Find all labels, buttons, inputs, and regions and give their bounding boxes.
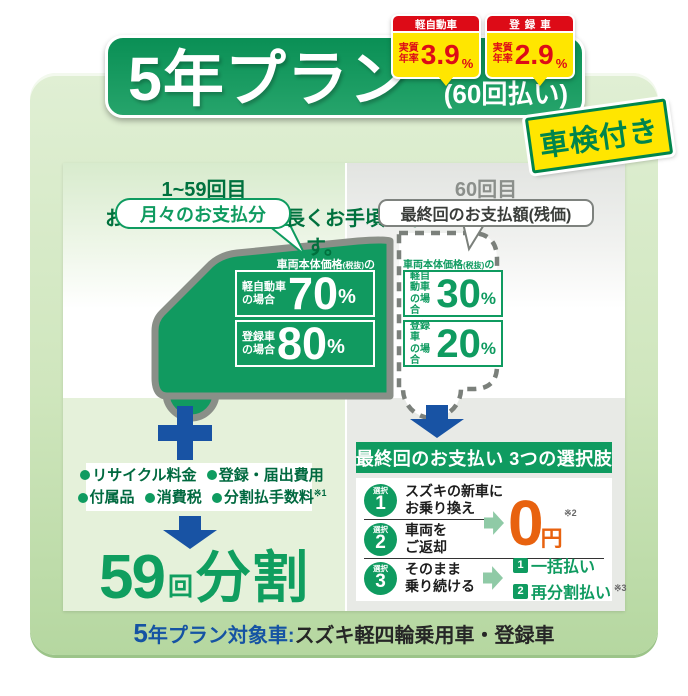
rate-label: 実質 年率 xyxy=(492,43,513,65)
rate-badge-kei-body: 実質 年率 3.9 % xyxy=(393,33,479,77)
rate-badge-registered: 登録車 実質 年率 2.9 % xyxy=(487,16,573,86)
badge-tail xyxy=(437,76,454,86)
continue-result-1: 1 一括払い xyxy=(513,553,627,577)
car-body xyxy=(151,236,394,400)
choice-1-badge: 選択 1 xyxy=(364,483,397,517)
monthly-price-note: 車両本体価格(税抜)の xyxy=(276,259,375,271)
fee-list: リサイクル料金 登録・届出費用 付属品 消費税 分割払手数料※1 xyxy=(77,463,326,511)
final-period: 60回目 xyxy=(454,179,518,201)
bullet-icon xyxy=(77,492,88,503)
choices-box: 選択 1 スズキの新車に お乗り換え 選択 2 車両を xyxy=(356,478,627,602)
zero-yen-value: 0 円 ※2 xyxy=(508,486,577,559)
rate-value: 3.9 xyxy=(420,39,460,70)
choice-2-badge: 選択 2 xyxy=(364,522,397,556)
bullet-icon xyxy=(211,492,222,503)
final-price-note: 車両本体価格(税抜)の xyxy=(403,260,495,271)
installments-count: (60回払い) xyxy=(443,79,568,109)
divider xyxy=(364,519,484,520)
rate-label: 実質 年率 xyxy=(398,43,419,65)
right-arrow-icon xyxy=(484,511,504,535)
zero-yen-result: 0 円 ※2 xyxy=(484,483,610,563)
final-registered-percent: 登録車 の場合 20 % xyxy=(403,320,503,367)
monthly-bubble: 月々のお支払分 xyxy=(115,198,291,229)
choice-1-text: スズキの新車に お乗り換え xyxy=(405,482,503,517)
final-bubble: 最終回のお支払額(残価) xyxy=(378,199,594,227)
choice-2-text: 車両を ご返却 xyxy=(405,521,447,556)
rate-badge-kei-category: 軽自動車 xyxy=(393,16,479,33)
monthly-kei-percent: 軽自動車 の場合 70 % xyxy=(235,270,375,317)
rate-badge-kei: 軽自動車 実質 年率 3.9 % xyxy=(393,16,479,86)
down-arrow-icon xyxy=(163,516,217,549)
monthly-registered-percent: 登録車 の場合 80 % xyxy=(235,320,375,367)
rate-badge-registered-category: 登録車 xyxy=(487,16,573,33)
rate-value: 2.9 xyxy=(514,39,554,70)
choice-3-text: そのまま 乗り続ける xyxy=(405,560,475,595)
divider xyxy=(364,558,604,559)
choice-option-3: 選択 3 そのまま 乗り続ける 1 一括払い xyxy=(364,557,627,602)
fee-line-2: 付属品 消費税 分割払手数料※1 xyxy=(72,487,326,510)
final-kei-percent: 軽自動車 の場合 30 % xyxy=(403,270,503,317)
eligible-cars-note: 5年プラン対象車:スズキ軽四輪乗用車・登録車 xyxy=(133,618,555,648)
rate-badge-registered-body: 実質 年率 2.9 % xyxy=(487,33,573,77)
right-arrow-icon xyxy=(483,566,503,590)
choice-option-1: 選択 1 スズキの新車に お乗り換え xyxy=(364,483,604,517)
monthly-period: 1~59回目 xyxy=(161,179,247,201)
fee-line-1: リサイクル料金 登録・届出費用 xyxy=(74,465,324,488)
rate-unit: % xyxy=(461,56,474,71)
bullet-icon xyxy=(80,470,91,481)
rate-unit: % xyxy=(555,56,568,71)
plus-icon xyxy=(158,406,212,460)
badge-tail xyxy=(531,76,548,86)
diagram-panel: 1~59回目 月々のお支払分 60回目 最終回のお支払額(残価) 車両本体価格(… xyxy=(63,163,627,612)
down-arrow-icon xyxy=(410,405,464,438)
bullet-icon xyxy=(206,470,217,481)
installment-result: 59 回 分割 xyxy=(99,543,309,612)
choice-3-badge: 選択 3 xyxy=(364,561,397,595)
continue-result-2: 2 再分割払い ※3 xyxy=(513,579,627,603)
choices-banner: 最終回のお支払い 3つの選択肢 xyxy=(356,442,612,473)
bullet-icon xyxy=(144,492,155,503)
choice-option-2: 選択 2 車両を ご返却 xyxy=(364,522,604,556)
continue-results: 1 一括払い 2 再分割払い ※3 xyxy=(513,553,627,603)
page-title: 5年プラン xyxy=(128,45,411,113)
